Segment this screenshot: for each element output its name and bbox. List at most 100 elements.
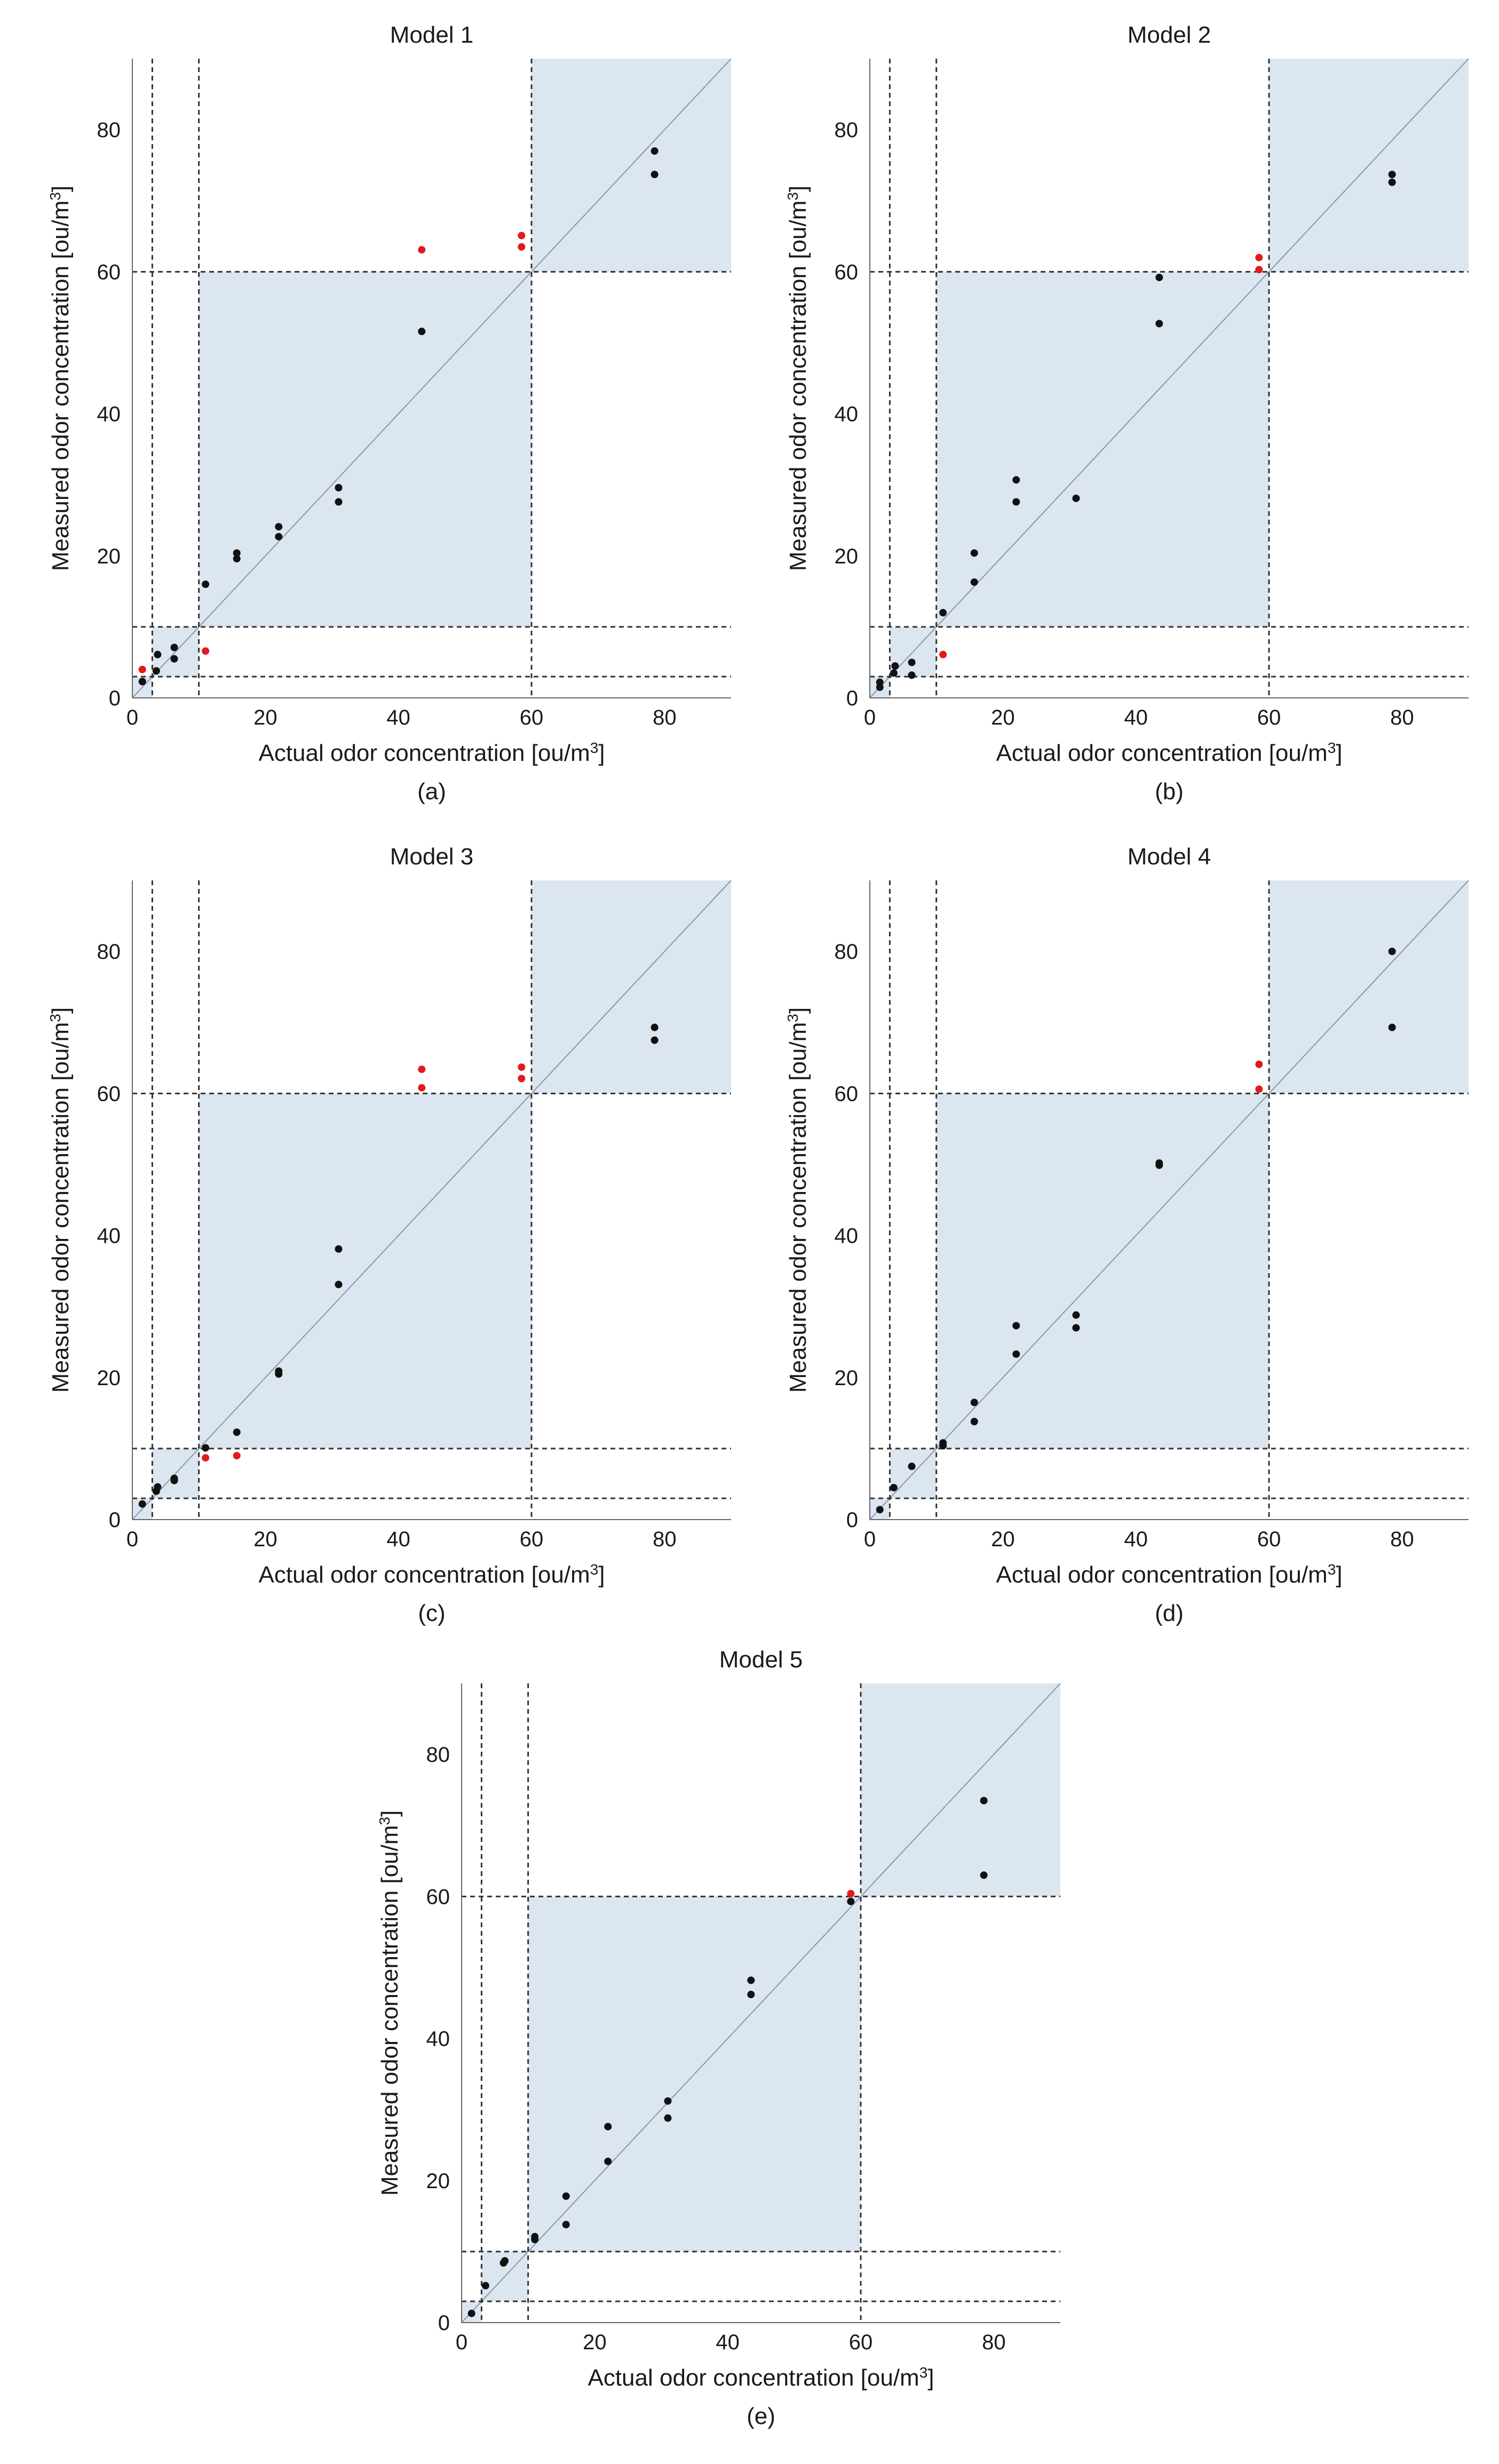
- data-point: [939, 609, 947, 617]
- x-tick-label: 40: [1124, 1528, 1148, 1551]
- y-tick-label: 0: [438, 2311, 450, 2335]
- data-point: [154, 1483, 162, 1491]
- y-tick-label: 0: [109, 1508, 121, 1532]
- flagged-data-point: [233, 1452, 241, 1460]
- x-tick-label: 80: [1390, 1528, 1414, 1551]
- panel-title: Model 1: [390, 22, 474, 48]
- data-point: [335, 1245, 343, 1253]
- y-tick-label: 60: [426, 1885, 450, 1909]
- x-axis-title: Actual odor concentration [ou/m3]: [258, 740, 605, 767]
- data-point: [1155, 273, 1163, 281]
- data-point: [138, 678, 146, 686]
- data-point: [1012, 1322, 1020, 1330]
- y-tick-label: 80: [97, 940, 121, 964]
- data-point: [1012, 498, 1020, 506]
- data-point: [531, 2232, 539, 2240]
- flagged-data-point: [418, 1066, 426, 1074]
- data-point: [481, 2282, 489, 2290]
- data-point: [980, 1871, 988, 1879]
- y-tick-label: 20: [97, 1366, 121, 1390]
- flagged-data-point: [518, 232, 526, 240]
- y-tick-label: 80: [97, 118, 121, 142]
- x-tick-label: 40: [386, 1528, 410, 1551]
- model-3-panel: 0 20 40 60 80 0 20 40 60 80 Model 3 Actual odor con…: [47, 844, 732, 1626]
- x-tick-label: 0: [126, 1528, 138, 1551]
- flagged-data-point: [202, 1454, 210, 1462]
- y-tick-label: 40: [97, 1225, 121, 1248]
- y-tick-label: 0: [846, 1508, 858, 1532]
- x-tick-label: 20: [253, 706, 277, 729]
- data-point: [562, 2192, 570, 2200]
- y-tick-label: 60: [835, 260, 859, 284]
- data-point: [202, 1444, 210, 1452]
- model-5-panel: 0 20 40 60 80 0 20 40 60 80 Model 5 Actual odor con…: [376, 1647, 1061, 2429]
- data-point: [170, 1474, 178, 1482]
- panel-letter: (d): [1155, 1600, 1184, 1626]
- data-point: [1155, 320, 1163, 328]
- data-point: [908, 1462, 916, 1471]
- data-point: [939, 1439, 947, 1447]
- x-tick-label: 80: [982, 2331, 1006, 2354]
- data-point: [651, 1036, 659, 1044]
- flagged-data-point: [518, 243, 526, 251]
- y-axis-title: Measured odor concentration [ou/m3]: [47, 1007, 74, 1393]
- flagged-data-point: [518, 1063, 526, 1071]
- y-tick-label: 60: [97, 1082, 121, 1106]
- data-point: [747, 1976, 755, 1984]
- identity-line: [132, 880, 732, 1520]
- y-tick-label: 80: [835, 118, 859, 142]
- data-point: [604, 2157, 612, 2165]
- panel-title: Model 2: [1128, 22, 1211, 48]
- data-point: [275, 523, 283, 531]
- data-point: [467, 2309, 475, 2317]
- data-point: [1155, 1159, 1163, 1167]
- data-point: [847, 1897, 855, 1905]
- data-point: [233, 1428, 241, 1436]
- flagged-data-point: [138, 665, 146, 673]
- x-axis-title: Actual odor concentration [ou/m3]: [588, 2364, 934, 2391]
- data-point: [890, 669, 898, 677]
- data-point: [335, 483, 343, 491]
- data-point: [908, 658, 916, 666]
- data-point: [651, 147, 659, 155]
- data-point: [891, 662, 899, 670]
- data-point: [152, 667, 160, 675]
- x-tick-label: 40: [1124, 706, 1148, 729]
- model-2-panel: 0 20 40 60 80 0 20 40 60 80 Model 2 Actual odor con…: [784, 22, 1469, 805]
- data-point: [233, 555, 241, 563]
- data-point: [335, 498, 343, 506]
- y-tick-label: 20: [835, 1366, 859, 1390]
- y-tick-label: 60: [97, 260, 121, 284]
- data-point: [970, 1398, 978, 1406]
- flagged-data-point: [518, 1075, 526, 1083]
- x-tick-label: 0: [456, 2331, 467, 2354]
- data-point: [1072, 494, 1080, 502]
- identity-line: [869, 58, 1469, 698]
- x-axis-title: Actual odor concentration [ou/m3]: [996, 740, 1342, 767]
- data-point: [562, 2221, 570, 2229]
- identity-line: [869, 880, 1469, 1520]
- data-point: [604, 2123, 612, 2131]
- data-point: [170, 655, 178, 663]
- x-tick-label: 80: [653, 1528, 677, 1551]
- data-point: [664, 2114, 672, 2122]
- x-tick-label: 20: [253, 1528, 277, 1551]
- y-tick-label: 80: [426, 1743, 450, 1767]
- flagged-data-point: [847, 1890, 855, 1898]
- x-tick-label: 0: [126, 706, 138, 729]
- y-tick-label: 0: [846, 687, 858, 710]
- x-tick-label: 60: [520, 1528, 544, 1551]
- data-point: [154, 650, 162, 658]
- flagged-data-point: [939, 650, 947, 658]
- x-tick-label: 80: [653, 706, 677, 729]
- data-point: [890, 1484, 898, 1492]
- panel-title: Model 4: [1128, 844, 1211, 870]
- panel-letter: (b): [1155, 778, 1184, 805]
- x-tick-label: 60: [1257, 1528, 1281, 1551]
- data-point: [970, 578, 978, 586]
- x-tick-label: 60: [849, 2331, 873, 2354]
- data-point: [1012, 1350, 1020, 1358]
- data-point: [1012, 476, 1020, 484]
- y-tick-label: 40: [835, 1225, 859, 1248]
- y-tick-label: 20: [426, 2169, 450, 2193]
